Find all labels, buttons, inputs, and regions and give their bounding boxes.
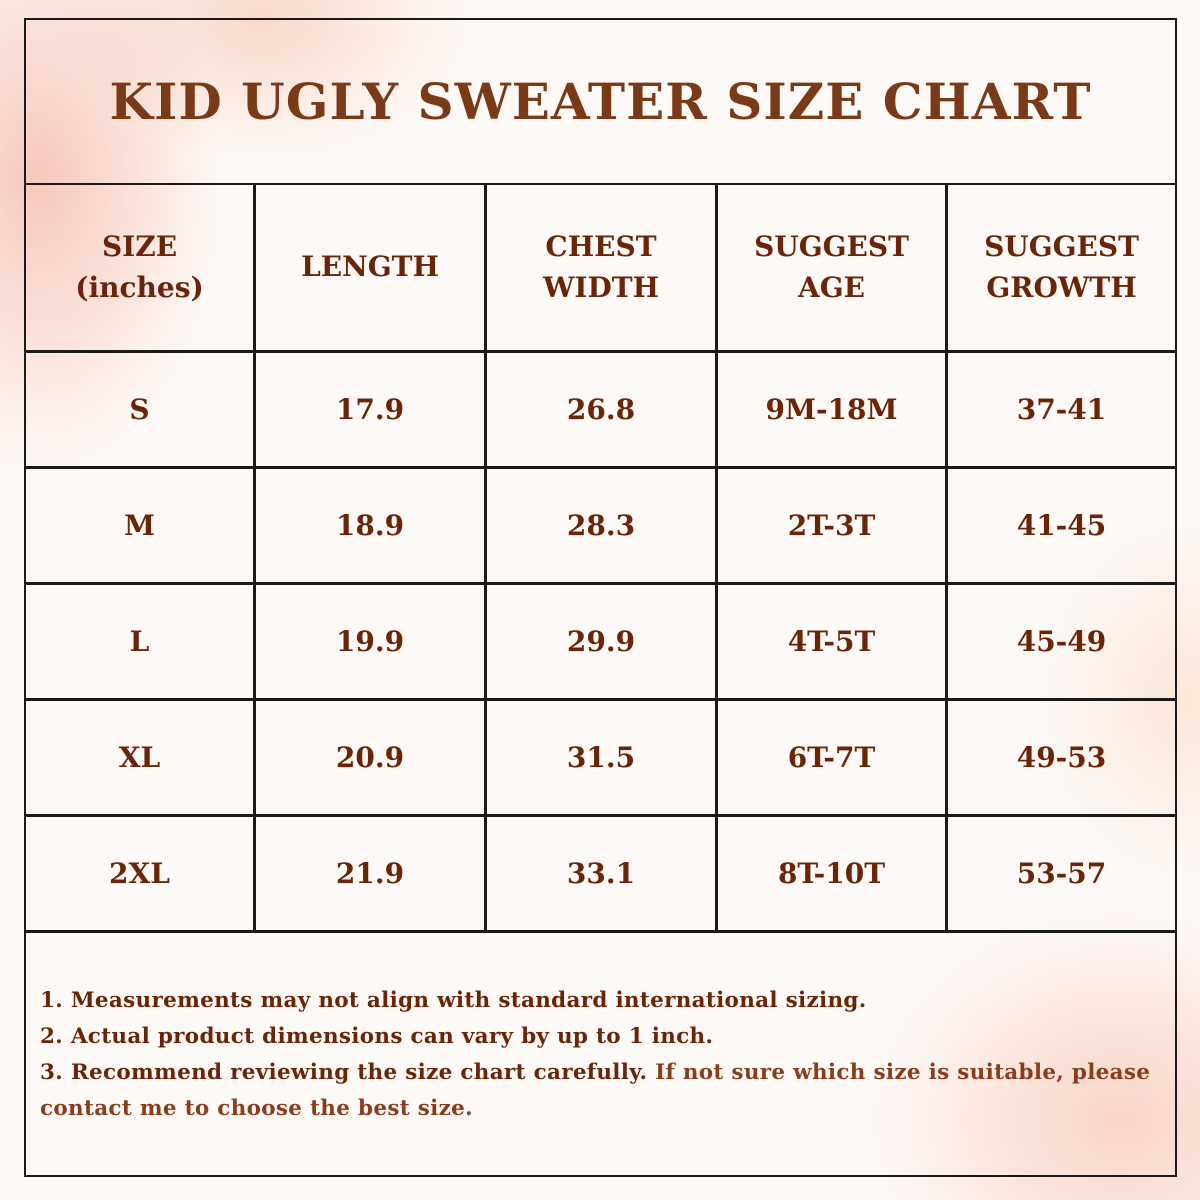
note: 2. Actual product dimensions can vary by… (40, 1024, 714, 1049)
header-text: LENGTH (301, 250, 439, 284)
table-cell: 49-53 (948, 701, 1175, 817)
header-text: SUGGEST AGE (754, 229, 909, 304)
chart-title: KID UGLY SWEATER SIZE CHART (26, 20, 1175, 185)
header-text: SIZE (inches) (75, 229, 204, 304)
header-cell: SUGGEST GROWTH (948, 185, 1175, 353)
table-cell: XL (26, 701, 256, 817)
table-cell: L (26, 585, 256, 701)
table-cell: 31.5 (487, 701, 718, 817)
header-cell: SIZE (inches) (26, 185, 256, 353)
header-text: SUGGEST GROWTH (984, 229, 1139, 304)
note: If not sure which size is suitable, plea… (40, 1060, 1151, 1121)
note: 3. Recommend reviewing the size chart ca… (40, 1060, 648, 1085)
table-cell: 2T-3T (718, 469, 948, 585)
table-cell: 19.9 (256, 585, 487, 701)
table-cell: 33.1 (487, 817, 718, 933)
note: 3. Recommend reviewing the size chart ca… (40, 1055, 1160, 1127)
header-cell: CHEST WIDTH (487, 185, 718, 353)
header-cell: SUGGEST AGE (718, 185, 948, 353)
table-cell: M (26, 469, 256, 585)
table-cell: 28.3 (487, 469, 718, 585)
table-cell: 26.8 (487, 353, 718, 469)
table-cell: S (26, 353, 256, 469)
note: 1. Measurements may not align with stand… (40, 988, 867, 1013)
table-cell: 18.9 (256, 469, 487, 585)
header-text: CHEST WIDTH (542, 229, 660, 304)
size-table: SIZE (inches) LENGTH CHEST WIDTH SUGGEST AG… (26, 185, 1175, 933)
size-chart-frame: KID UGLY SWEATER SIZE CHART SIZE (inches… (24, 18, 1177, 1177)
header-cell: LENGTH (256, 185, 487, 353)
table-cell: 9M-18M (718, 353, 948, 469)
table-cell: 4T-5T (718, 585, 948, 701)
table-cell: 29.9 (487, 585, 718, 701)
table-cell: 41-45 (948, 469, 1175, 585)
table-cell: 20.9 (256, 701, 487, 817)
table-cell: 21.9 (256, 817, 487, 933)
table-cell: 6T-7T (718, 701, 948, 817)
table-cell: 53-57 (948, 817, 1175, 933)
table-cell: 17.9 (256, 353, 487, 469)
table-cell: 8T-10T (718, 817, 948, 933)
table-cell: 37-41 (948, 353, 1175, 469)
table-cell: 45-49 (948, 585, 1175, 701)
notes: 1. Measurements may not align with stand… (40, 983, 1160, 1127)
table-cell: 2XL (26, 817, 256, 933)
